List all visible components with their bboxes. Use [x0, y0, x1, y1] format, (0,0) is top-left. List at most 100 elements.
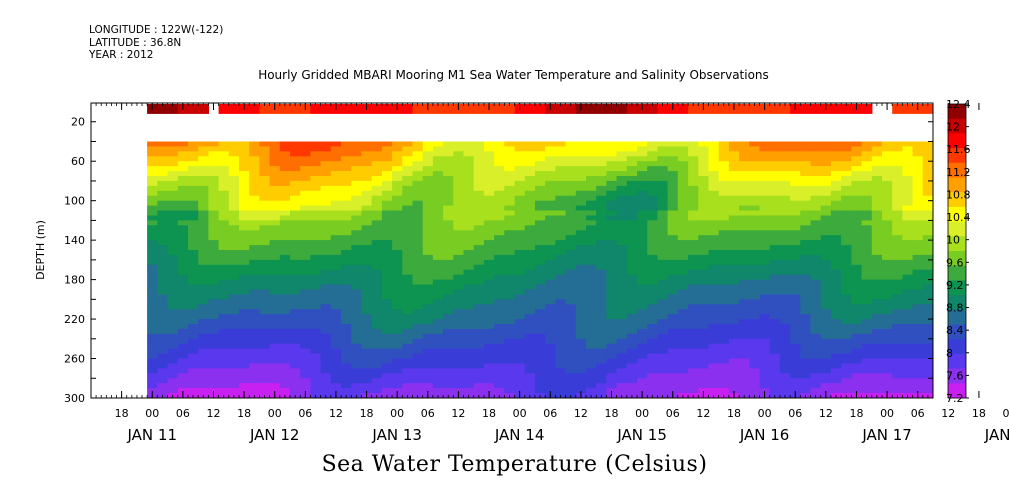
heatmap-cell — [443, 279, 454, 286]
heatmap-cell — [453, 343, 465, 350]
heatmap-cell — [892, 240, 903, 246]
heatmap-cell — [657, 180, 669, 187]
heatmap-cell — [473, 210, 485, 216]
heatmap-cell — [769, 388, 781, 394]
heatmap-cell — [249, 328, 260, 335]
heatmap-cell — [718, 264, 730, 271]
heatmap-cell — [473, 358, 485, 364]
heatmap-cell — [769, 358, 781, 364]
heatmap-cell — [392, 353, 403, 360]
heatmap-cell — [279, 176, 291, 182]
heatmap-cell — [320, 383, 332, 389]
heatmap-cell — [514, 225, 526, 231]
heatmap-cell — [483, 299, 495, 305]
heatmap-cell — [483, 166, 495, 172]
heatmap-cell — [575, 245, 587, 251]
heatmap-cell — [269, 269, 281, 276]
heatmap-cell — [157, 289, 169, 295]
heatmap-cell — [473, 205, 485, 212]
heatmap-cell — [820, 215, 832, 221]
heatmap-cell — [228, 284, 240, 290]
heatmap-cell — [606, 314, 618, 320]
heatmap-cell — [820, 269, 832, 276]
heatmap-cell — [902, 343, 914, 350]
heatmap-cell — [443, 289, 454, 295]
heatmap-cell — [310, 156, 322, 162]
heatmap-cell — [473, 180, 485, 187]
heatmap-cell — [565, 343, 577, 350]
heatmap-cell — [188, 348, 199, 355]
heatmap-cell — [800, 363, 812, 369]
heatmap-cell — [841, 358, 852, 364]
heatmap-cell — [769, 190, 781, 197]
heatmap-cell — [575, 274, 587, 281]
heatmap-cell — [545, 151, 556, 157]
heatmap-cell — [157, 200, 169, 207]
heatmap-cell — [565, 166, 577, 172]
heatmap-cell — [218, 373, 230, 379]
heatmap-cell — [647, 383, 658, 389]
heatmap-cell — [188, 215, 199, 221]
heatmap-cell — [739, 264, 750, 271]
heatmap-cell — [463, 368, 475, 374]
heatmap-cell — [514, 309, 526, 315]
heatmap-cell — [912, 205, 924, 212]
heatmap-cell — [677, 250, 689, 256]
heatmap-cell — [708, 259, 720, 266]
heatmap-cell — [688, 264, 699, 271]
heatmap-cell — [871, 328, 883, 335]
heatmap-cell — [555, 343, 567, 350]
heatmap-cell — [351, 210, 363, 216]
heatmap-cell — [432, 254, 444, 261]
heatmap-cell — [820, 363, 832, 369]
heatmap-cell — [239, 161, 250, 167]
heatmap-cell — [300, 220, 311, 226]
heatmap-cell — [422, 195, 434, 202]
heatmap-cell — [167, 220, 179, 226]
heatmap-cell — [361, 195, 373, 202]
heatmap-cell — [290, 373, 301, 379]
heatmap-cell — [922, 264, 933, 271]
heatmap-cell — [688, 141, 699, 147]
heatmap-cell — [228, 388, 240, 394]
heatmap-cell — [841, 309, 852, 315]
heatmap-cell — [820, 205, 832, 212]
heatmap-cell — [677, 304, 689, 310]
heatmap-cell — [341, 328, 352, 335]
heatmap-cell — [779, 225, 791, 231]
heatmap-cell — [830, 363, 842, 369]
heatmap-cell — [483, 190, 495, 197]
heatmap-cell — [555, 264, 567, 271]
x-day-label: JAN 13 — [371, 426, 422, 444]
heatmap-cell — [555, 383, 567, 389]
heatmap-cell — [718, 388, 730, 394]
heatmap-cell — [412, 146, 424, 152]
heatmap-cell — [545, 195, 556, 202]
heatmap-cell — [422, 156, 434, 162]
heatmap-cell — [800, 210, 812, 216]
heatmap-cell — [483, 338, 495, 345]
heatmap-cell — [861, 289, 873, 295]
heatmap-cell — [432, 328, 444, 335]
heatmap-cell — [300, 309, 311, 315]
heatmap-cell — [432, 104, 444, 114]
heatmap-cell — [677, 264, 689, 271]
heatmap-cell — [371, 279, 383, 286]
heatmap-cell — [851, 156, 863, 162]
heatmap-cell — [269, 304, 281, 310]
heatmap-cell — [504, 378, 516, 384]
heatmap-cell — [279, 274, 291, 281]
heatmap-cell — [606, 225, 618, 231]
heatmap-cell — [575, 378, 587, 384]
heatmap-cell — [392, 141, 403, 147]
heatmap-cell — [912, 279, 924, 286]
heatmap-cell — [330, 210, 342, 216]
heatmap-cell — [412, 205, 424, 212]
heatmap-cell — [912, 338, 924, 345]
heatmap-cell — [861, 368, 873, 374]
heatmap-cell — [677, 289, 689, 295]
heatmap-cell — [800, 274, 812, 281]
heatmap-cell — [443, 388, 454, 394]
heatmap-cell — [892, 205, 903, 212]
heatmap-cell — [494, 171, 505, 177]
